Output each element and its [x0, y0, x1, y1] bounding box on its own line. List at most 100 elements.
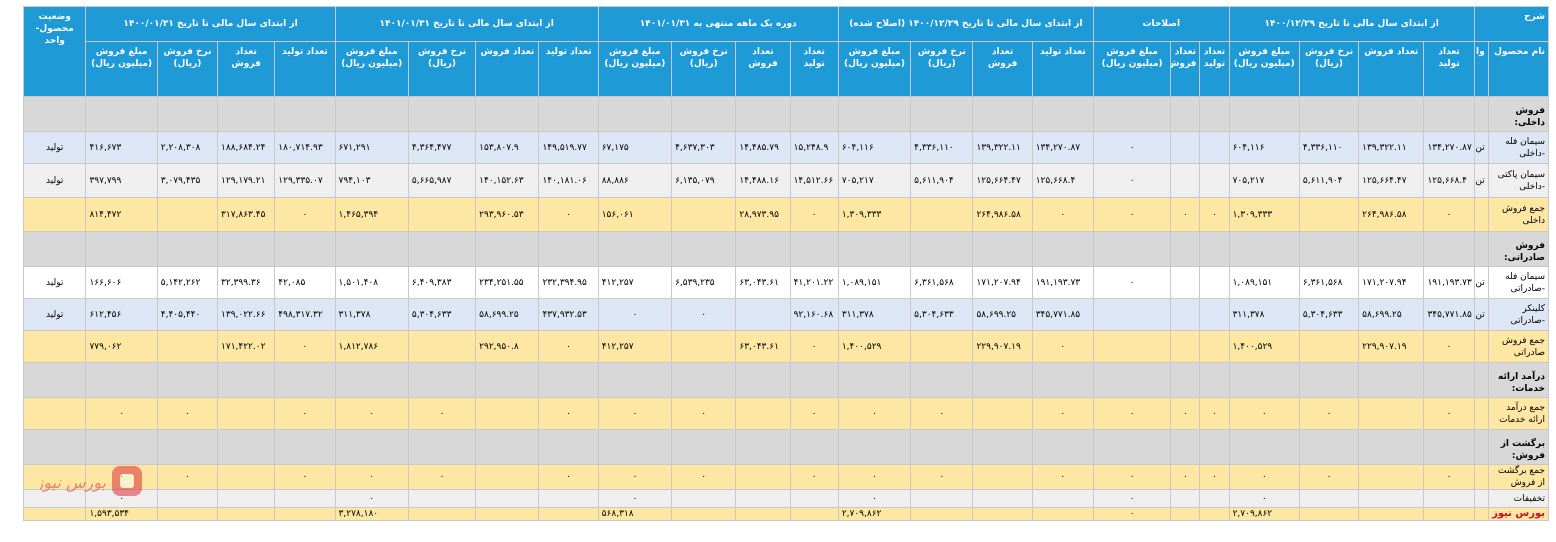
table-cell: ۵,۱۴۲,۲۶۲: [156, 266, 219, 299]
row-unit: تن: [1473, 131, 1489, 164]
table-cell: [1031, 507, 1094, 521]
table-cell: ۲,۷۰۹,۸۶۲: [837, 507, 912, 521]
section-cell: [22, 96, 87, 132]
col-sales: تعداد فروش: [217, 41, 276, 97]
table-cell: ۰: [837, 464, 912, 490]
col-rate: نرخ فروش (ریال): [407, 41, 477, 97]
table-cell: [1031, 489, 1094, 508]
row-name: بورس نیوز: [1487, 507, 1550, 521]
total-row: بورس نیوز ۲,۷۰۹,۸۶۲ ۰ ۲,۷۰۹,۸۶۲ ۵۶۸,۳۱۸ ۳,۲۷۸…: [22, 507, 1550, 521]
table-cell: ۶,۳۶۱,۵۶۸: [1298, 266, 1360, 299]
section-cell: [334, 362, 409, 398]
section-cell: [1298, 429, 1360, 465]
col-rate: نرخ فروش (ریال): [1298, 41, 1360, 97]
table-cell: ۰: [789, 464, 839, 490]
table-cell: [1199, 266, 1230, 299]
section-cell: [538, 96, 599, 132]
row-name: جمع برگشت از فروش: [1487, 464, 1550, 490]
table-cell: [1092, 330, 1172, 363]
table-cell: [274, 489, 336, 508]
section-cell: [1170, 429, 1201, 465]
section-cell: [85, 429, 158, 465]
section-cell: [334, 96, 409, 132]
table-cell: ۸۸,۸۸۶: [597, 163, 673, 198]
table-cell: ۰: [671, 298, 737, 331]
section-cell: [274, 429, 336, 465]
table-cell: ۰: [1031, 397, 1094, 430]
table-cell: ۲۳۲,۳۹۴.۹۵: [538, 266, 599, 299]
table-cell: ۰: [1092, 197, 1172, 232]
table-cell: ۴۱,۲۰۱.۲۲: [789, 266, 839, 299]
table-cell: ۳۱۱,۳۷۸: [837, 298, 912, 331]
row-status: [22, 330, 87, 363]
row-unit: تن: [1473, 266, 1489, 299]
section-cell: [671, 429, 737, 465]
table-cell: ۰: [789, 197, 839, 232]
table-cell: ۱۵,۲۴۸.۹: [789, 131, 839, 164]
table-cell: ۵,۶۱۱,۹۰۴: [1298, 163, 1360, 198]
section-cell: [156, 429, 219, 465]
table-cell: ۳۲,۳۹۹.۳۶: [217, 266, 276, 299]
table-cell: ۱۹۱,۱۹۳.۷۳: [1031, 266, 1094, 299]
table-cell: ۰: [334, 489, 409, 508]
row-name: جمع فروش داخلی: [1487, 197, 1550, 232]
table-cell: ۱۴,۵۱۲.۶۶: [789, 163, 839, 198]
table-cell: ۴,۴۰۵,۴۴۰: [156, 298, 219, 331]
table-cell: ۱۲۹,۳۳۵.۰۷: [274, 163, 336, 198]
table-cell: [735, 298, 791, 331]
table-cell: [1170, 131, 1201, 164]
section-cell: [217, 231, 276, 267]
row-status: تولید: [22, 163, 87, 198]
table-cell: [1199, 163, 1230, 198]
col-sales: تعداد فروش: [475, 41, 540, 97]
table-cell: ۲۹۲,۹۵۰.۸: [475, 330, 540, 363]
header-group-adjustments: اصلاحات: [1092, 6, 1230, 42]
section-cell: [22, 362, 87, 398]
table-cell: ۰: [1199, 197, 1230, 232]
table-cell: [538, 489, 599, 508]
header-group-1400-0131: از ابتدای سال مالی تا تاریخ ۱۴۰۰/۰۱/۳۱: [85, 6, 336, 42]
table-cell: ۰: [85, 489, 158, 508]
table-cell: ۲۲۹,۹۰۷.۱۹: [972, 330, 1033, 363]
table-cell: [1170, 507, 1201, 521]
section-row: درآمد ارائه خدمات:: [22, 362, 1550, 398]
table-cell: ۴۲,۰۸۵: [274, 266, 336, 299]
table-cell: ۱,۸۱۲,۷۸۶: [334, 330, 409, 363]
table-cell: ۱۳۹,۳۲۲.۱۱: [1358, 131, 1425, 164]
table-cell: ۶۰۴,۱۱۶: [1228, 131, 1300, 164]
row-name: کلینکر -صادراتی: [1487, 298, 1550, 331]
table-cell: [1199, 489, 1230, 508]
section-cell: [274, 362, 336, 398]
section-row: فروش داخلی:: [22, 96, 1550, 132]
table-cell: ۰: [407, 464, 477, 490]
table-cell: ۰: [837, 489, 912, 508]
table-cell: ۰: [334, 464, 409, 490]
table-cell: [1358, 397, 1425, 430]
section-cell: [1092, 96, 1172, 132]
section-cell: [538, 231, 599, 267]
section-cell: [538, 429, 599, 465]
table-cell: ۶,۳۶۱,۵۶۸: [910, 266, 974, 299]
header-group-1401-0131: از ابتدای سال مالی تا تاریخ ۱۴۰۱/۰۱/۳۱: [334, 6, 599, 42]
table-cell: ۱۲۵,۶۶۸.۴: [1031, 163, 1094, 198]
section-cell: [1199, 429, 1230, 465]
table-cell: ۱,۵۰۱,۴۰۸: [334, 266, 409, 299]
table-cell: ۰: [274, 397, 336, 430]
table-cell: [735, 397, 791, 430]
table-cell: ۶۰۴,۱۱۶: [837, 131, 912, 164]
header-row-cols: نام محصول واحد تعداد تولید تعداد فروش نر…: [24, 41, 1550, 97]
section-cell: [1228, 96, 1300, 132]
table-cell: ۰: [1170, 197, 1201, 232]
header-row-groups: شرح از ابتدای سال مالی تا تاریخ ۱۴۰۰/۱۲/…: [22, 6, 1550, 97]
table-cell: [1199, 298, 1230, 331]
table-cell: ۰: [1092, 163, 1172, 198]
total-row: جمع فروش صادراتی ۰ ۲۲۹,۹۰۷.۱۹ ۱,۴۰۰,۵۲۹ ۰ ۲۲۹…: [22, 330, 1550, 363]
table-cell: ۳۹۷,۷۹۹: [85, 163, 158, 198]
table-cell: ۶۳,۰۴۳.۶۱: [735, 330, 791, 363]
header-group-adjusted: از ابتدای سال مالی تا تاریخ ۱۴۰۰/۱۲/۲۹ (…: [837, 6, 1094, 42]
section-cell: [972, 362, 1033, 398]
section-cell: [789, 231, 839, 267]
table-cell: ۱۴,۴۸۸.۱۶: [735, 163, 791, 198]
section-cell: [1473, 362, 1489, 398]
table-cell: ۲,۷۰۹,۸۶۲: [1228, 507, 1300, 521]
